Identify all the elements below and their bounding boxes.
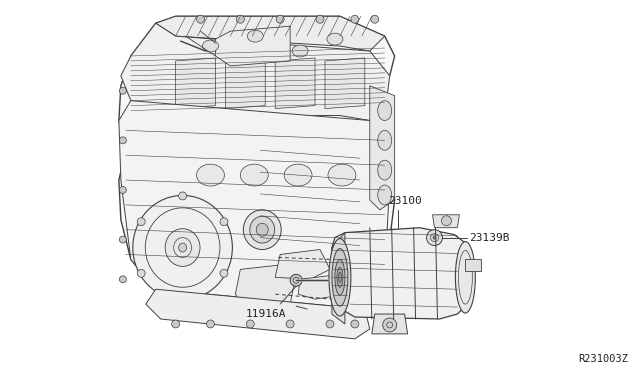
Circle shape (137, 269, 145, 277)
Polygon shape (121, 23, 390, 121)
Ellipse shape (328, 164, 356, 186)
Polygon shape (332, 232, 345, 324)
Text: 23139B: 23139B (469, 232, 510, 243)
Polygon shape (325, 58, 365, 109)
Polygon shape (216, 26, 290, 66)
Polygon shape (119, 16, 395, 329)
Circle shape (426, 230, 442, 246)
Ellipse shape (292, 45, 308, 57)
Ellipse shape (378, 185, 392, 205)
Polygon shape (370, 86, 395, 210)
Circle shape (246, 320, 254, 328)
Circle shape (220, 269, 228, 277)
Circle shape (371, 15, 379, 23)
Ellipse shape (378, 160, 392, 180)
Polygon shape (236, 264, 295, 314)
Polygon shape (332, 228, 467, 319)
Text: R231003Z: R231003Z (579, 354, 628, 364)
Ellipse shape (337, 267, 343, 287)
Circle shape (290, 274, 302, 286)
Text: 23100: 23100 (388, 196, 422, 206)
Polygon shape (146, 289, 370, 339)
Circle shape (326, 320, 334, 328)
Circle shape (384, 256, 391, 263)
Circle shape (384, 147, 391, 154)
Circle shape (120, 236, 126, 243)
Polygon shape (225, 58, 265, 109)
Ellipse shape (456, 241, 476, 313)
Ellipse shape (327, 33, 343, 45)
Circle shape (196, 15, 205, 23)
Ellipse shape (165, 229, 200, 266)
Ellipse shape (133, 195, 232, 299)
Circle shape (179, 295, 187, 303)
Ellipse shape (241, 164, 268, 186)
Polygon shape (372, 314, 408, 334)
Circle shape (120, 137, 126, 144)
Ellipse shape (284, 164, 312, 186)
Circle shape (384, 196, 391, 203)
Polygon shape (433, 215, 460, 228)
Circle shape (220, 218, 228, 226)
Circle shape (351, 15, 359, 23)
Ellipse shape (335, 259, 345, 295)
Polygon shape (119, 101, 390, 309)
Circle shape (179, 192, 187, 200)
Circle shape (433, 236, 436, 239)
Ellipse shape (250, 216, 275, 243)
Polygon shape (298, 274, 348, 299)
Circle shape (276, 15, 284, 23)
Circle shape (172, 320, 180, 328)
Ellipse shape (329, 238, 351, 316)
Text: 11916A: 11916A (245, 309, 286, 319)
Ellipse shape (179, 243, 187, 252)
Polygon shape (275, 58, 315, 109)
Ellipse shape (196, 164, 225, 186)
Ellipse shape (378, 101, 392, 121)
Ellipse shape (202, 40, 218, 52)
Circle shape (384, 97, 391, 104)
Circle shape (286, 320, 294, 328)
Circle shape (120, 87, 126, 94)
Polygon shape (465, 259, 481, 271)
Circle shape (383, 318, 397, 332)
Circle shape (442, 216, 451, 226)
Circle shape (137, 218, 145, 226)
Ellipse shape (378, 131, 392, 150)
Polygon shape (275, 250, 330, 279)
Circle shape (236, 15, 244, 23)
Circle shape (120, 276, 126, 283)
Ellipse shape (243, 210, 281, 250)
Polygon shape (156, 16, 385, 51)
Circle shape (351, 320, 359, 328)
Circle shape (207, 320, 214, 328)
Polygon shape (175, 58, 216, 109)
Ellipse shape (339, 272, 341, 282)
Ellipse shape (332, 248, 348, 306)
Circle shape (316, 15, 324, 23)
Circle shape (120, 186, 126, 193)
Ellipse shape (256, 223, 268, 236)
Ellipse shape (247, 30, 263, 42)
